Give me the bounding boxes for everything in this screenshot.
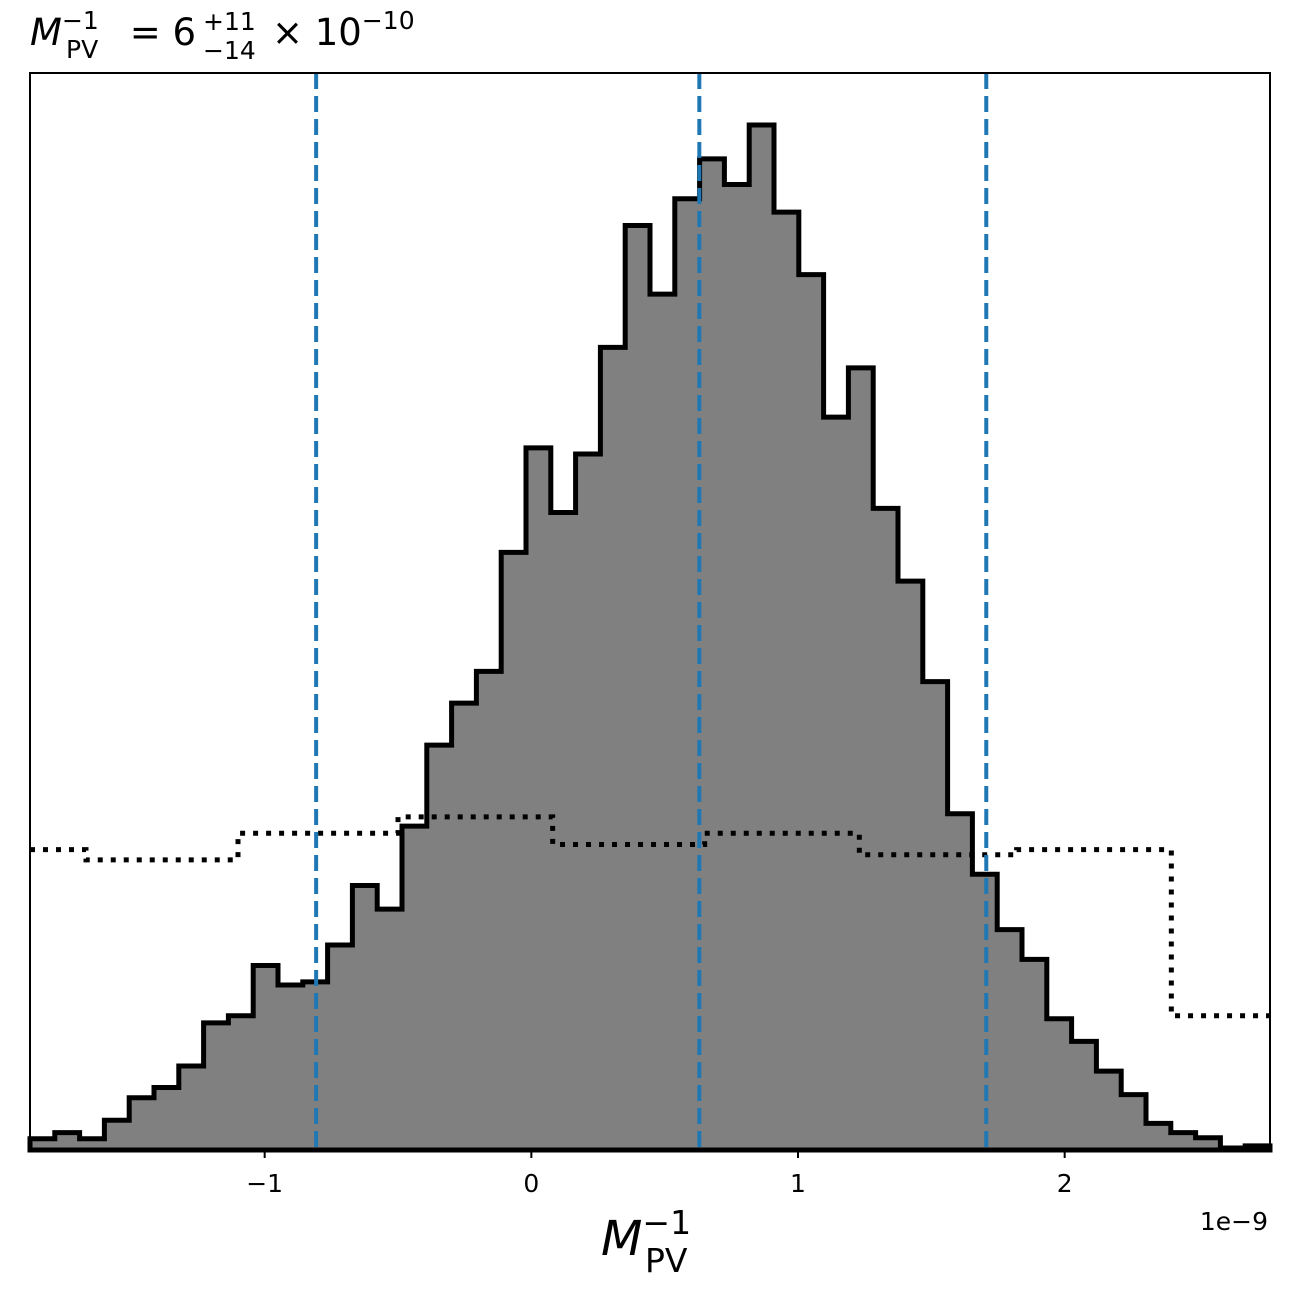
histogram-bar bbox=[1121, 1094, 1147, 1150]
prior-dotted-line bbox=[30, 814, 1270, 1019]
histogram-bar bbox=[550, 512, 577, 1150]
histogram-bar bbox=[724, 184, 750, 1150]
histogram-bar bbox=[501, 552, 527, 1150]
x-tick-label: 0 bbox=[523, 1169, 539, 1198]
histogram-bar bbox=[1022, 959, 1048, 1150]
histogram-bar bbox=[1195, 1137, 1221, 1150]
xlabel-sup: −1 bbox=[642, 1203, 691, 1242]
histogram-bar bbox=[848, 367, 874, 1150]
xlabel-symbol: M bbox=[601, 1211, 642, 1267]
x-axis-label: M−1 PV bbox=[601, 1203, 691, 1280]
histogram-bar bbox=[625, 225, 651, 1150]
plot-area: −1 0 1 2 bbox=[27, 72, 1273, 1198]
histogram-bar bbox=[774, 212, 800, 1150]
histogram-bar bbox=[650, 294, 676, 1150]
histogram-bar bbox=[526, 447, 552, 1150]
title-exp: −10 bbox=[362, 6, 415, 35]
x-tick-label: 2 bbox=[1057, 1169, 1073, 1198]
histogram-bar bbox=[699, 158, 725, 1150]
histogram-bar bbox=[377, 909, 403, 1150]
histogram-bar bbox=[972, 874, 998, 1150]
title-err-minus: −14 bbox=[203, 36, 256, 65]
histogram-bar bbox=[451, 703, 477, 1150]
histogram-bar bbox=[79, 1138, 105, 1150]
histogram-bar bbox=[922, 681, 949, 1150]
title-equals: = 6 bbox=[118, 11, 196, 54]
title-err-plus: +11 bbox=[203, 7, 256, 36]
histogram-bar bbox=[1146, 1123, 1172, 1150]
histogram-bar bbox=[54, 1132, 81, 1150]
histogram-bar bbox=[1046, 1018, 1073, 1150]
histogram-bar bbox=[129, 1097, 155, 1150]
histogram-bar bbox=[253, 965, 279, 1150]
x-tick-label: −1 bbox=[246, 1169, 283, 1198]
histogram-bar bbox=[104, 1120, 130, 1150]
histogram-bar bbox=[898, 581, 924, 1150]
histogram-bar bbox=[154, 1087, 180, 1150]
x-tick-label: 1 bbox=[790, 1169, 806, 1198]
histogram-bar bbox=[823, 417, 849, 1150]
histogram-bar bbox=[30, 1138, 56, 1150]
title-times: × 10 bbox=[272, 11, 362, 54]
histogram-bar bbox=[402, 826, 428, 1150]
histogram-bar bbox=[1071, 1041, 1097, 1150]
histogram-bar bbox=[228, 1015, 254, 1150]
posterior-step-outline bbox=[27, 122, 1273, 1153]
histogram-bar bbox=[476, 671, 502, 1150]
histogram-bar bbox=[947, 813, 973, 1150]
histogram-bar bbox=[1096, 1071, 1122, 1150]
histogram-bar bbox=[178, 1065, 205, 1150]
histogram-bar bbox=[203, 1022, 229, 1150]
histogram-bar bbox=[1170, 1132, 1197, 1150]
histogram-bar bbox=[352, 885, 378, 1150]
histogram-bar bbox=[873, 508, 899, 1151]
title-sup: −1 bbox=[62, 6, 99, 35]
histogram-bar bbox=[278, 984, 304, 1150]
histogram-bar bbox=[749, 125, 775, 1150]
histogram-bar bbox=[575, 454, 601, 1150]
x-offset-label: 1e−9 bbox=[1200, 1207, 1268, 1236]
histogram-bar bbox=[798, 274, 825, 1150]
histogram-bar bbox=[600, 347, 626, 1150]
chart-title: M−1 PV = 6 +11 −14 × 10−10 bbox=[30, 6, 415, 65]
title-sub: PV bbox=[66, 35, 98, 64]
histogram-bar bbox=[997, 929, 1023, 1150]
histogram-bar bbox=[426, 745, 453, 1150]
histogram-bar bbox=[327, 945, 353, 1150]
histogram-bar bbox=[674, 198, 701, 1151]
xlabel-sub: PV bbox=[645, 1241, 688, 1280]
title-symbol: M bbox=[30, 11, 62, 54]
